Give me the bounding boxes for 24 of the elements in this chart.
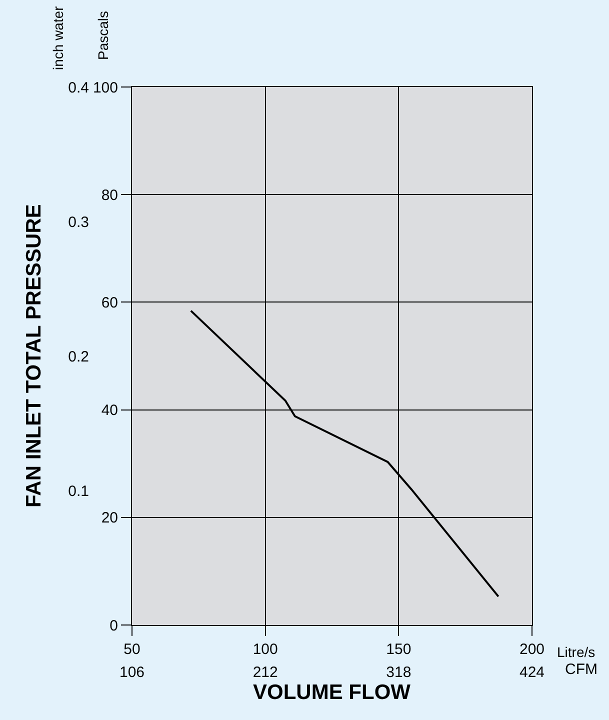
y2-tick-label: 0 <box>110 617 118 634</box>
y-tick-label: 0.1 <box>68 482 89 500</box>
y-tick-label: 0.2 <box>68 348 89 366</box>
y-tick-label: 0.4 <box>68 79 89 96</box>
y2-tick-label: 40 <box>101 402 118 420</box>
text: Litre/s <box>557 644 596 660</box>
x-tick-label: 50 <box>124 641 140 658</box>
y-axis-title: FAN INLET TOTAL PRESSURE <box>22 204 46 508</box>
y2-tick-label: 100 <box>92 79 118 96</box>
y-tick-label: 0.3 <box>68 214 89 231</box>
y2-tick-label: 60 <box>101 294 118 312</box>
y2-tick-label: 80 <box>101 186 118 204</box>
x-tick-label: 150 <box>386 641 412 658</box>
x2-tick-label: 318 <box>386 664 412 681</box>
x2-tick-label: 106 <box>119 664 145 681</box>
x-tick-label: 200 <box>519 641 545 658</box>
text: inch water <box>50 6 66 70</box>
x2-tick-label: 424 <box>519 664 545 681</box>
x-tick-label: 100 <box>252 641 278 658</box>
text: Pascals <box>95 10 111 60</box>
x2-tick-label: 212 <box>252 664 278 681</box>
x-axis-title: VOLUME FLOW <box>253 681 411 704</box>
y2-tick-label: 20 <box>101 510 118 527</box>
x2-axis-title: CFM <box>565 661 598 678</box>
